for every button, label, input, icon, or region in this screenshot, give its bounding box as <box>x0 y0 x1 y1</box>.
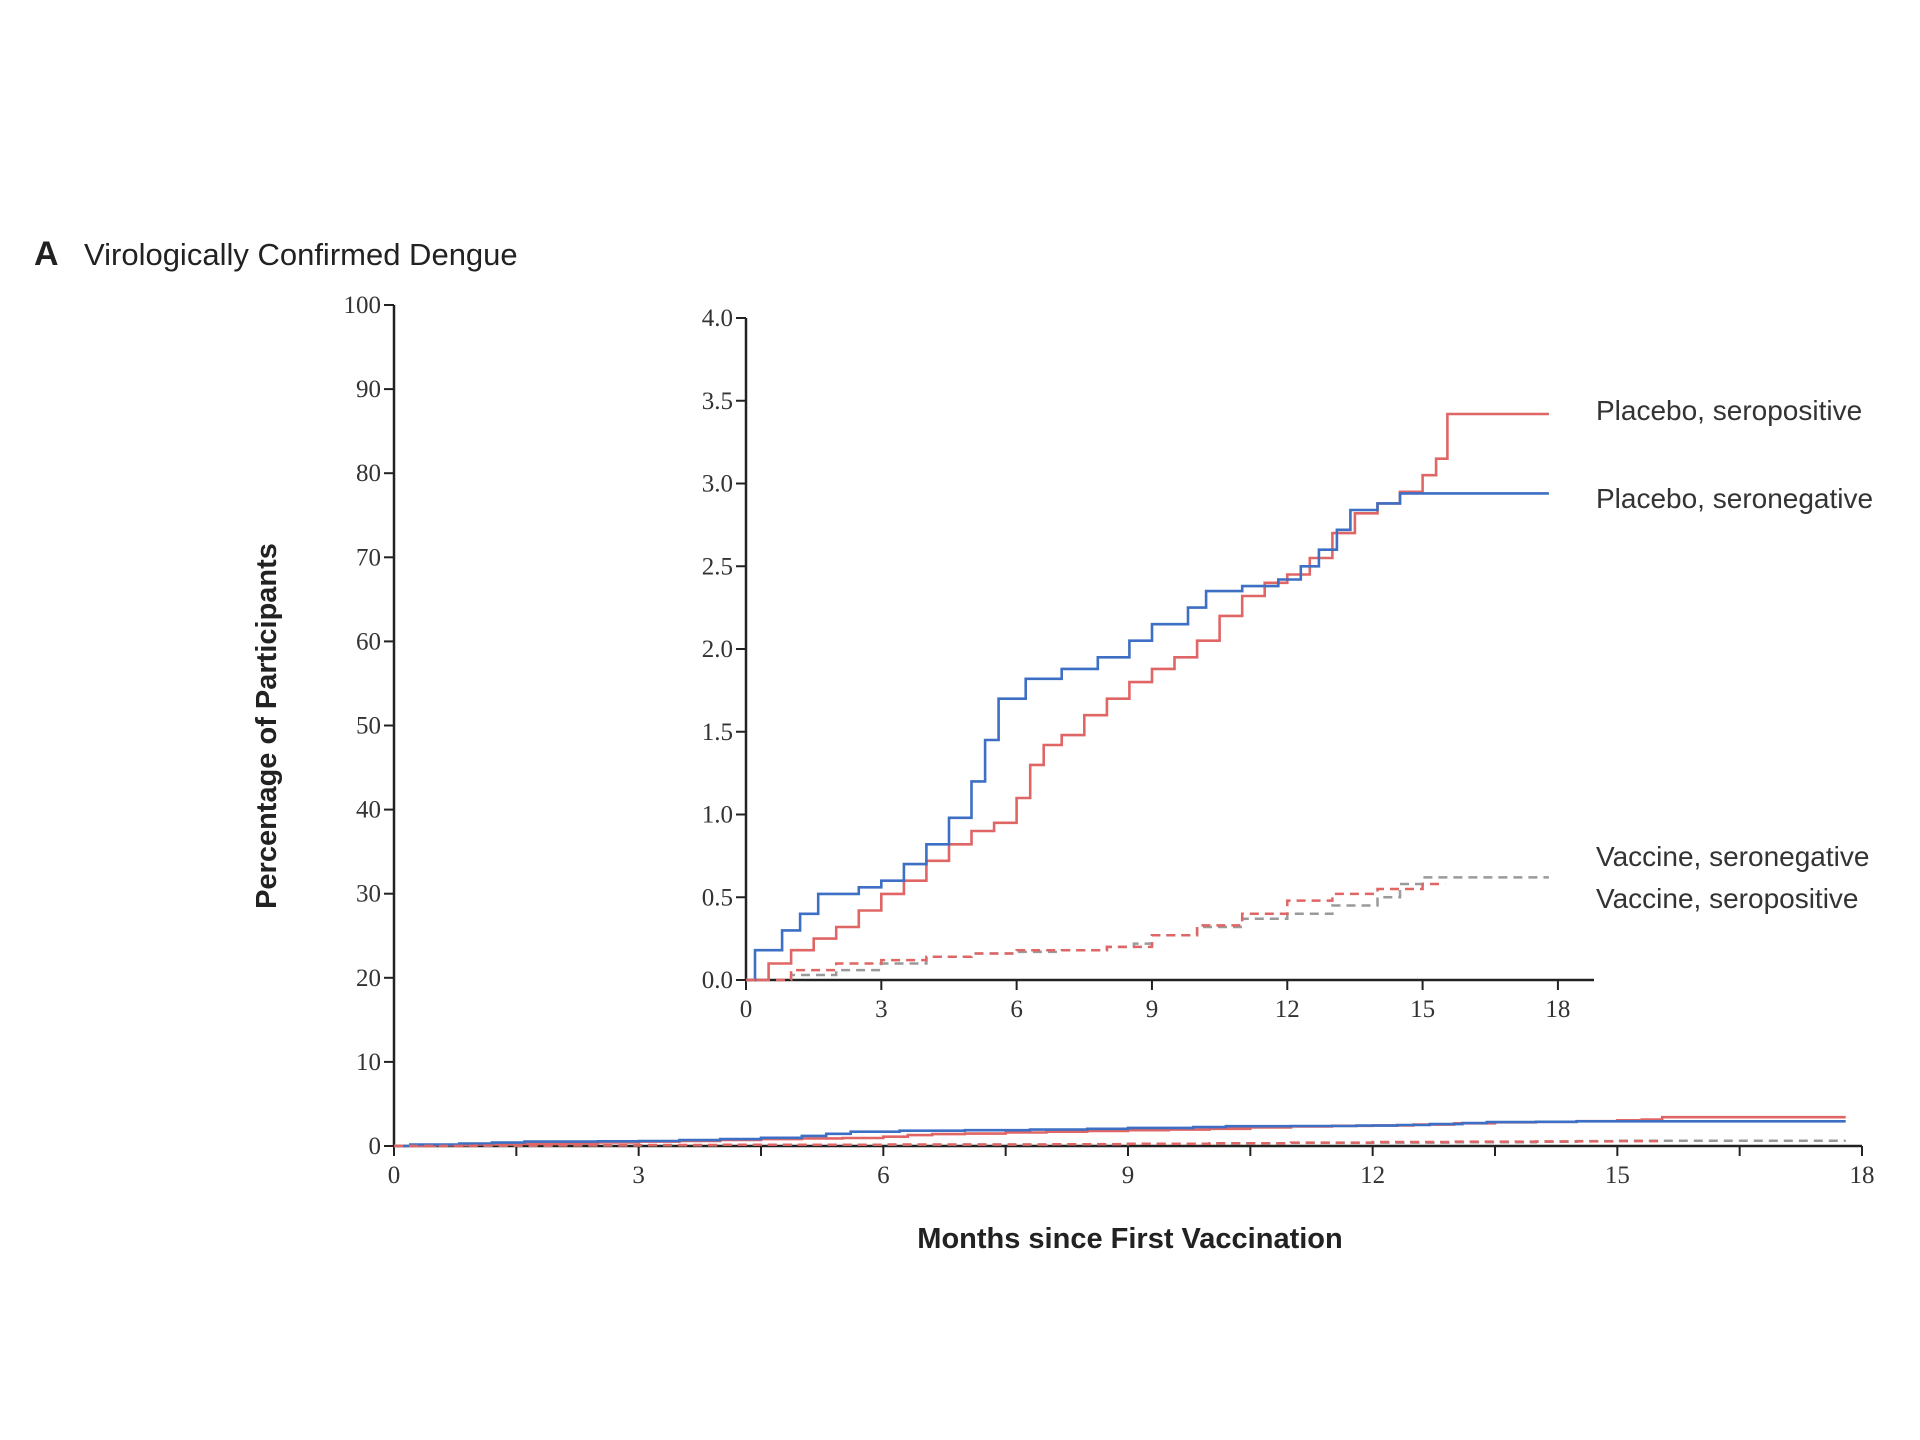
main-x-tick-label: 18 <box>1850 1162 1875 1189</box>
main-y-tick-label: 40 <box>356 797 381 824</box>
inset-y-tick-label: 3.5 <box>702 388 733 415</box>
inset-y-tick-label: 1.5 <box>702 719 733 746</box>
main-y-tick-label: 50 <box>356 713 381 740</box>
inset-y-tick-label: 0.0 <box>702 967 733 994</box>
main-y-tick-label: 90 <box>356 376 381 403</box>
chart-title: Virologically Confirmed Dengue <box>84 237 518 272</box>
legend-label-placebo-seropositive: Placebo, seropositive <box>1596 395 1862 426</box>
main-x-tick-label: 15 <box>1605 1162 1630 1189</box>
inset-series-placebo-seropositive <box>746 412 1549 982</box>
main-y-tick-label: 0 <box>369 1133 382 1160</box>
main-x-tick-label: 12 <box>1360 1162 1385 1189</box>
main-x-tick-label: 6 <box>877 1162 890 1189</box>
inset-x-tick-label: 12 <box>1275 996 1300 1023</box>
y-axis-label: Percentage of Participants <box>251 543 283 909</box>
legend: Placebo, seropositive Placebo, seronegati… <box>1596 395 1873 914</box>
x-axis-label: Months since First Vaccination <box>917 1223 1342 1255</box>
inset-series-placebo-seronegative <box>746 492 1549 982</box>
inset-y-tick-label: 2.0 <box>702 636 733 663</box>
main-x-tick-label: 9 <box>1122 1162 1135 1189</box>
inset-y-tick-label: 2.5 <box>702 553 733 580</box>
legend-label-vaccine-seronegative: Vaccine, seronegative <box>1596 841 1869 872</box>
main-y-tick-label: 30 <box>356 881 381 908</box>
main-y-tick-label: 70 <box>356 544 381 571</box>
main-y-tick-label: 10 <box>356 1049 381 1076</box>
inset-y-tick-label: 1.0 <box>702 802 733 829</box>
main-x-tick-label: 3 <box>632 1162 645 1189</box>
inset-y-tick-label: 3.0 <box>702 471 733 498</box>
inset-series-vaccine-seropositive <box>746 882 1446 982</box>
main-y-tick-label: 80 <box>356 460 381 487</box>
legend-label-placebo-seronegative: Placebo, seronegative <box>1596 483 1873 514</box>
inset-axes: 0.0 0.5 1.0 1.5 2.0 2.5 3.0 3.5 4.0 0 3 6 9 12 15 18 <box>702 305 1594 1023</box>
inset-y-tick-label: 4.0 <box>702 305 733 332</box>
inset-x-tick-label: 0 <box>740 996 753 1023</box>
panel-letter: A <box>34 235 59 273</box>
main-y-tick-label: 20 <box>356 965 381 992</box>
inset-x-tick-label: 18 <box>1545 996 1570 1023</box>
main-y-tick-label: 60 <box>356 628 381 655</box>
legend-label-vaccine-seropositive: Vaccine, seropositive <box>1596 883 1859 914</box>
main-x-tick-label: 0 <box>388 1162 401 1189</box>
inset-x-tick-label: 3 <box>875 996 888 1023</box>
inset-x-tick-label: 6 <box>1010 996 1023 1023</box>
main-series-placebo-seronegative <box>394 1120 1846 1148</box>
main-series <box>394 1115 1846 1148</box>
inset-series <box>746 412 1549 982</box>
inset-x-tick-label: 9 <box>1146 996 1159 1023</box>
main-y-tick-label: 100 <box>344 292 382 319</box>
inset-y-tick-label: 0.5 <box>702 884 733 911</box>
main-series-vaccine-seropositive <box>394 1139 1659 1148</box>
inset-x-tick-label: 15 <box>1410 996 1435 1023</box>
